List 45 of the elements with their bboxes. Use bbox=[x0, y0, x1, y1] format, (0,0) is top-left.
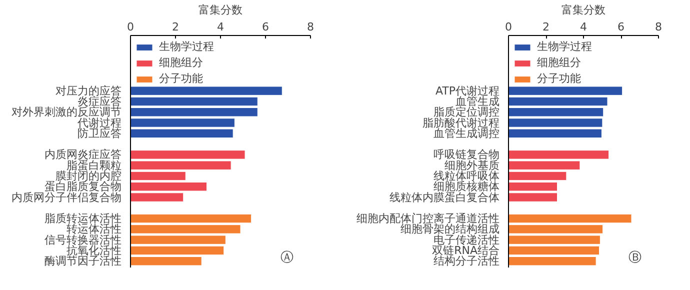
x-tick-label: 2 bbox=[542, 20, 550, 34]
legend-label: 细胞组分 bbox=[537, 55, 581, 70]
y-tick-label: 脂蛋白颗粒 bbox=[66, 158, 122, 172]
y-tick-label: 脂质定位调控 bbox=[434, 106, 500, 119]
y-tick-label: 细胞外基质 bbox=[444, 158, 500, 172]
y-tick-label: 蛋白脂质复合物 bbox=[44, 180, 122, 194]
x-tick-label: 0 bbox=[505, 20, 512, 34]
y-tick-label: 呼吸链复合物 bbox=[434, 148, 500, 162]
x-tick-label: 6 bbox=[618, 20, 624, 34]
y-tick-label: 代谢过程 bbox=[76, 116, 122, 130]
y-tick-label: 线粒体内膜蛋白复合体 bbox=[390, 190, 500, 204]
y-tick-label: 防卫应答 bbox=[78, 126, 122, 140]
x-tick-label: 4 bbox=[580, 20, 587, 34]
y-tick-label: 双链RNA结合 bbox=[432, 244, 500, 257]
y-tick-label: 信号转换器活性 bbox=[44, 233, 122, 246]
x-tick-label: 6 bbox=[262, 20, 269, 34]
x-tick-label: 8 bbox=[307, 20, 314, 34]
y-tick-label: 转运体活性 bbox=[66, 222, 122, 236]
x-tick-label: 0 bbox=[127, 20, 134, 34]
x-tick-label: 4 bbox=[217, 20, 224, 34]
y-tick-label: ATP代谢过程 bbox=[435, 84, 500, 98]
y-tick-label: 抗氧化活性 bbox=[66, 244, 122, 257]
y-tick-label: 电子传递活性 bbox=[434, 233, 500, 246]
y-tick-label: 线粒体呼吸体 bbox=[434, 169, 500, 182]
legend-label: 细胞组分 bbox=[159, 55, 203, 70]
y-tick-label: 结构分子活性 bbox=[434, 254, 500, 268]
legend-label: 分子功能 bbox=[159, 71, 203, 86]
y-tick-label: 对外界刺激的反应调节 bbox=[12, 106, 122, 119]
x-tick-label: 2 bbox=[172, 20, 179, 34]
y-tick-label: 酶调节因子活性 bbox=[44, 254, 122, 268]
legend-label: 分子功能 bbox=[537, 71, 581, 86]
y-tick-label: 内质网分子伴侣复合物 bbox=[12, 190, 122, 204]
x-axis-title: 富集分数 bbox=[198, 4, 242, 16]
x-axis-title: 富集分数 bbox=[562, 4, 606, 16]
legend-label: 生物学过程 bbox=[159, 39, 214, 54]
annotation: Ⓐ bbox=[280, 250, 294, 266]
y-tick-label: 细胞质核糖体 bbox=[434, 180, 500, 194]
y-tick-label: 内质网炎症应答 bbox=[44, 148, 122, 162]
y-tick-label: 细胞骨架的结构组成 bbox=[400, 222, 500, 236]
y-tick-label: 血管生成调控 bbox=[434, 126, 500, 140]
x-tick-label: 8 bbox=[655, 20, 662, 34]
y-tick-label: 脂肪酸代谢过程 bbox=[422, 116, 500, 130]
legend-label: 生物学过程 bbox=[537, 39, 592, 54]
annotation: Ⓑ bbox=[628, 250, 642, 266]
y-tick-label: 膜封闭的内腔 bbox=[56, 169, 122, 182]
